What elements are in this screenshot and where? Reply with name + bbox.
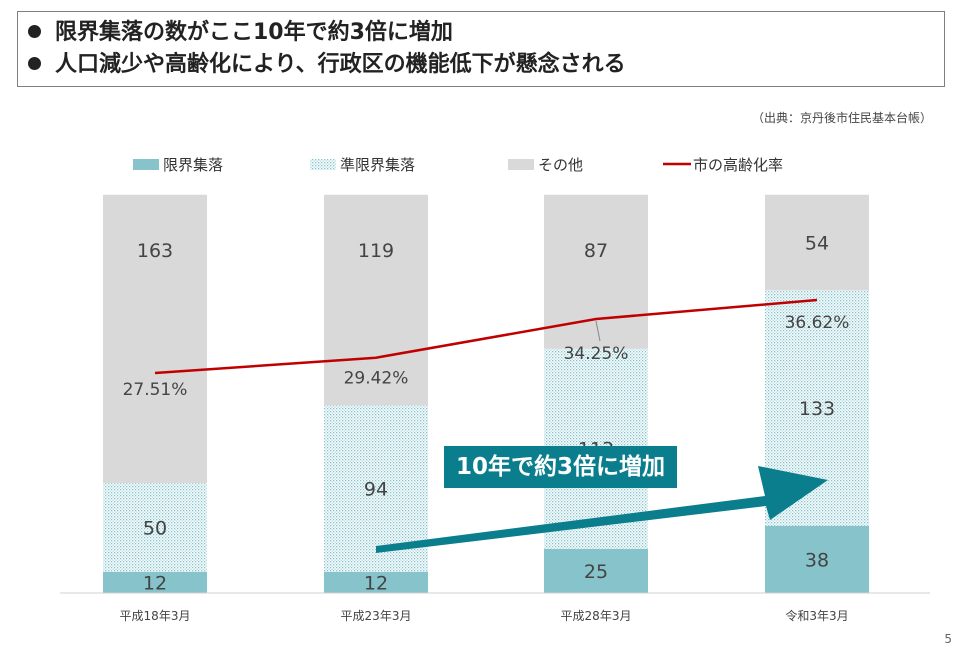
bar-segment-genkai bbox=[103, 571, 207, 593]
rate-leader-line bbox=[595, 320, 601, 342]
data-label: 54 bbox=[805, 233, 829, 255]
x-tick-label: 令和3年3月 bbox=[785, 608, 848, 623]
bar-segment-other bbox=[103, 194, 207, 484]
data-label: 12 bbox=[364, 572, 388, 594]
data-label: 163 bbox=[137, 240, 173, 262]
bar-segment-other bbox=[765, 194, 869, 291]
bullet-text-1: 限界集落の数がここ10年で約3倍に増加 bbox=[55, 20, 453, 45]
aging-rate-line-layer: 27.51% 29.42% 34.25% 36.62% bbox=[123, 298, 850, 400]
bar-segment-genkai bbox=[765, 525, 869, 593]
x-tick-labels: 平成18年3月 平成23年3月 平成28年3月 令和3年3月 bbox=[120, 608, 849, 623]
rate-label: 29.42% bbox=[344, 369, 409, 389]
legend-label: その他 bbox=[538, 156, 583, 174]
data-label: 12 bbox=[143, 572, 167, 594]
title-box: 限界集落の数がここ10年で約3倍に増加 人口減少や高齢化により、行政区の機能低下… bbox=[17, 11, 945, 87]
legend-label: 市の高齢化率 bbox=[693, 156, 783, 174]
callout-box: 10年で約3倍に増加 bbox=[444, 446, 678, 488]
bar-segment-genkai bbox=[324, 571, 428, 593]
chart-legend: 限界集落 準限界集落 その他 市の高齢化率 bbox=[133, 156, 783, 174]
rate-label: 34.25% bbox=[564, 344, 629, 364]
data-label: 133 bbox=[799, 398, 835, 420]
data-label: 50 bbox=[143, 518, 167, 540]
rate-label: 27.51% bbox=[123, 380, 188, 400]
bullet-text-2: 人口減少や高齢化により、行政区の機能低下が懸念される bbox=[55, 52, 626, 77]
trend-arrow-layer bbox=[376, 466, 828, 553]
bullet-icon bbox=[28, 56, 41, 70]
data-label: 87 bbox=[584, 240, 608, 262]
source-note: （出典：京丹後市住民基本台帳） bbox=[751, 111, 932, 125]
legend-label: 準限界集落 bbox=[340, 156, 415, 174]
rate-label: 36.62% bbox=[785, 313, 850, 333]
aging-rate-line bbox=[154, 298, 818, 375]
bullet-icon bbox=[28, 24, 41, 38]
legend-swatch bbox=[133, 159, 159, 170]
page-number: 5 bbox=[944, 632, 952, 646]
x-tick-label: 平成18年3月 bbox=[120, 609, 191, 623]
trend-arrow-icon bbox=[376, 466, 828, 553]
legend-swatch bbox=[310, 159, 336, 170]
legend-swatch bbox=[508, 159, 534, 170]
bars-layer: 1250163129411925113873813354 bbox=[103, 194, 869, 594]
bar-segment-jun-genkai bbox=[103, 483, 207, 572]
legend-label: 限界集落 bbox=[163, 156, 223, 174]
x-tick-label: 平成28年3月 bbox=[561, 609, 632, 623]
bullet-line-2: 人口減少や高齢化により、行政区の機能低下が懸念される bbox=[28, 51, 626, 79]
bar-segment-other bbox=[324, 194, 428, 406]
data-label: 94 bbox=[364, 479, 388, 501]
data-label: 119 bbox=[358, 240, 394, 262]
bar-segment-genkai bbox=[544, 548, 648, 593]
data-label: 38 bbox=[805, 549, 829, 571]
bullet-line-1: 限界集落の数がここ10年で約3倍に増加 bbox=[28, 19, 453, 47]
x-tick-label: 平成23年3月 bbox=[341, 609, 412, 623]
data-label: 25 bbox=[584, 561, 608, 583]
